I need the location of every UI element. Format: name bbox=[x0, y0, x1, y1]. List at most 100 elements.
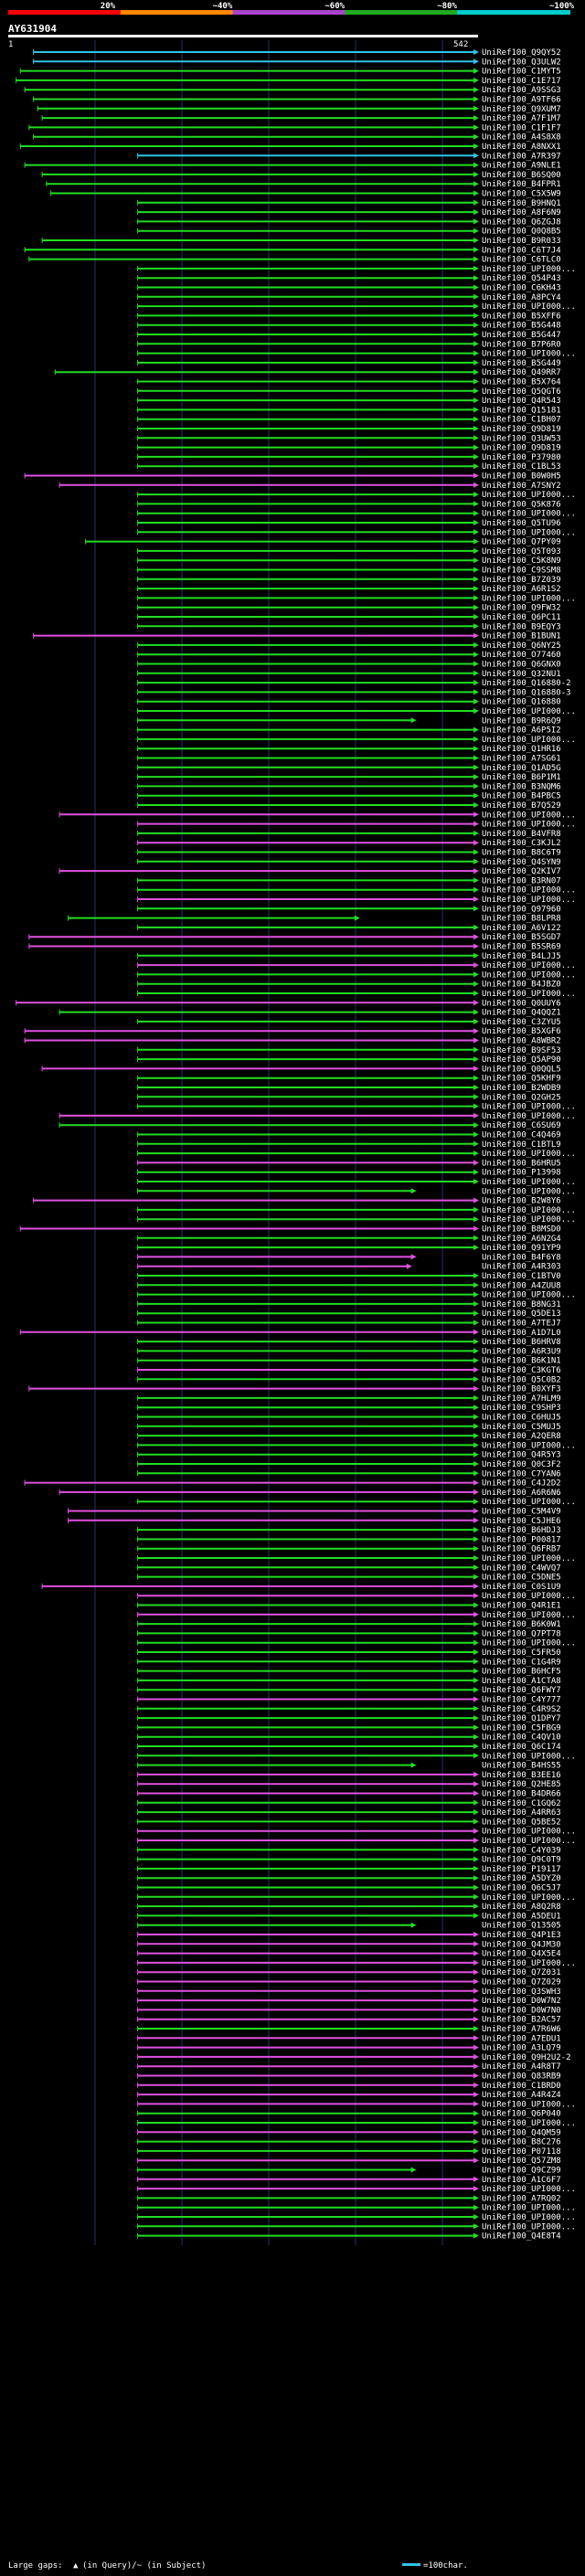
hit-row[interactable]: UniRef100_UPI000... bbox=[137, 1752, 576, 1761]
hit-label[interactable]: UniRef100_UPI000... bbox=[482, 1112, 576, 1121]
hit-label[interactable]: UniRef100_A9SSG3 bbox=[482, 86, 561, 95]
hit-label[interactable]: UniRef100_UPI000... bbox=[482, 2119, 576, 2128]
hit-row[interactable]: UniRef100_D0W7N0 bbox=[137, 2006, 561, 2015]
hit-row[interactable]: UniRef100_B5SR69 bbox=[28, 943, 561, 952]
hit-label[interactable]: UniRef100_C1BTV0 bbox=[482, 1272, 561, 1281]
hit-row[interactable]: UniRef100_UPI000... bbox=[137, 1592, 576, 1601]
hit-row[interactable]: UniRef100_Q5K876 bbox=[137, 500, 561, 509]
hit-row[interactable]: UniRef100_Q5DE13 bbox=[137, 1309, 561, 1319]
hit-row[interactable]: UniRef100_B3NQM6 bbox=[137, 782, 561, 791]
hit-label[interactable]: UniRef100_A6N2G4 bbox=[482, 1235, 561, 1244]
hit-label[interactable]: UniRef100_Q7PT78 bbox=[482, 1629, 561, 1638]
hit-row[interactable]: UniRef100_C4Q469 bbox=[137, 1131, 561, 1140]
hit-label[interactable]: UniRef100_B7Z039 bbox=[482, 576, 561, 585]
hit-row[interactable]: UniRef100_B6HRU5 bbox=[137, 1159, 561, 1168]
hit-row[interactable]: UniRef100_C6SU69 bbox=[58, 1121, 561, 1130]
hit-row[interactable]: UniRef100_UPI000... bbox=[137, 961, 576, 970]
hit-row[interactable]: UniRef100_A6R6N6 bbox=[58, 1489, 561, 1498]
hit-label[interactable]: UniRef100_B7P6R0 bbox=[482, 340, 561, 349]
hit-label[interactable]: UniRef100_A6V122 bbox=[482, 924, 561, 933]
hit-label[interactable]: UniRef100_Q16880-3 bbox=[482, 688, 571, 697]
hit-row[interactable]: UniRef100_UPI000... bbox=[137, 350, 576, 359]
hit-label[interactable]: UniRef100_B5SR69 bbox=[482, 943, 561, 952]
hit-row[interactable]: UniRef100_P07118 bbox=[137, 2147, 561, 2157]
hit-row[interactable]: UniRef100_A4ZUU8 bbox=[137, 1281, 561, 1290]
hit-row[interactable]: UniRef100_B6HDJ3 bbox=[137, 1526, 561, 1535]
hit-label[interactable]: UniRef100_B4HS55 bbox=[482, 1762, 561, 1771]
hit-row[interactable]: UniRef100_C4QV10 bbox=[137, 1733, 561, 1743]
hit-label[interactable]: UniRef100_UPI000... bbox=[482, 1592, 576, 1601]
hit-label[interactable]: UniRef100_C4Q469 bbox=[482, 1131, 561, 1140]
hit-row[interactable]: UniRef100_A2QER8 bbox=[137, 1432, 561, 1441]
hit-row[interactable]: UniRef100_A7HLM9 bbox=[137, 1394, 561, 1404]
hit-row[interactable]: UniRef100_B4PBC5 bbox=[137, 792, 561, 801]
hit-row[interactable]: UniRef100_Q4JM30 bbox=[137, 1940, 561, 1949]
hit-label[interactable]: UniRef100_B3EE16 bbox=[482, 1771, 561, 1780]
hit-row[interactable]: UniRef100_B8LPR8 bbox=[68, 915, 561, 924]
hit-row[interactable]: UniRef100_Q5T093 bbox=[137, 547, 561, 557]
hit-row[interactable]: UniRef100_Q9H2U2-2 bbox=[137, 2053, 571, 2062]
hit-label[interactable]: UniRef100_C5FBG9 bbox=[482, 1723, 561, 1733]
hit-label[interactable]: UniRef100_UPI000... bbox=[482, 821, 576, 830]
hit-label[interactable]: UniRef100_UPI000... bbox=[482, 1611, 576, 1620]
hit-row[interactable]: UniRef100_Q49RR7 bbox=[54, 368, 561, 377]
hit-row[interactable]: UniRef100_UPI000... bbox=[137, 1611, 576, 1620]
hit-label[interactable]: UniRef100_Q0UUY6 bbox=[482, 999, 561, 1008]
hit-label[interactable]: UniRef100_B4DR66 bbox=[482, 1790, 561, 1799]
hit-row[interactable]: UniRef100_B5G449 bbox=[137, 359, 561, 368]
hit-label[interactable]: UniRef100_C4QV10 bbox=[482, 1733, 561, 1743]
hit-row[interactable]: UniRef100_C4Y777 bbox=[137, 1696, 561, 1705]
hit-row[interactable]: UniRef100_Q4R5Y3 bbox=[137, 1451, 561, 1460]
hit-row[interactable]: UniRef100_Q6NY25 bbox=[137, 641, 561, 651]
hit-row[interactable]: UniRef100_B9R033 bbox=[41, 237, 561, 246]
hit-label[interactable]: UniRef100_A8F6N9 bbox=[482, 208, 561, 217]
hit-label[interactable]: UniRef100_UPI000... bbox=[482, 896, 576, 905]
hit-label[interactable]: UniRef100_UPI000... bbox=[482, 886, 576, 896]
hit-label[interactable]: UniRef100_B6HRU5 bbox=[482, 1159, 561, 1168]
hit-row[interactable]: UniRef100_C1F1F7 bbox=[28, 123, 561, 133]
hit-label[interactable]: UniRef100_B5G448 bbox=[482, 322, 561, 331]
hit-label[interactable]: UniRef100_Q4R543 bbox=[482, 397, 561, 406]
hit-label[interactable]: UniRef100_B4JBZ0 bbox=[482, 981, 561, 990]
hit-row[interactable]: UniRef100_A8Q2R8 bbox=[137, 1903, 561, 1912]
hit-row[interactable]: UniRef100_Q9XUM7 bbox=[37, 105, 561, 114]
hit-label[interactable]: UniRef100_Q3UW53 bbox=[482, 434, 561, 443]
hit-label[interactable]: UniRef100_C4Y039 bbox=[482, 1846, 561, 1855]
hit-row[interactable]: UniRef100_UPI000... bbox=[137, 265, 576, 274]
hit-row[interactable]: UniRef100_UPI000... bbox=[137, 970, 576, 980]
hit-row[interactable]: UniRef100_UPI000... bbox=[137, 491, 576, 500]
hit-label[interactable]: UniRef100_B7Q529 bbox=[482, 801, 561, 811]
hit-label[interactable]: UniRef100_B2WDB9 bbox=[482, 1084, 561, 1093]
hit-label[interactable]: UniRef100_UPI000... bbox=[482, 970, 576, 980]
hit-row[interactable]: UniRef100_Q7Z029 bbox=[137, 1978, 561, 1988]
hit-label[interactable]: UniRef100_A8NXX1 bbox=[482, 143, 561, 152]
hit-row[interactable]: UniRef100_B8MSD0 bbox=[19, 1225, 561, 1235]
hit-row[interactable]: UniRef100_B6P1M1 bbox=[137, 773, 561, 782]
hit-label[interactable]: UniRef100_C3KJL2 bbox=[482, 839, 561, 848]
hit-row[interactable]: UniRef100_Q7PY09 bbox=[85, 538, 561, 547]
hit-label[interactable]: UniRef100_A6R3U9 bbox=[482, 1347, 561, 1356]
hit-label[interactable]: UniRef100_Q7PY09 bbox=[482, 538, 561, 547]
hit-label[interactable]: UniRef100_UPI000... bbox=[482, 1639, 576, 1648]
hit-label[interactable]: UniRef100_Q3SWH3 bbox=[482, 1988, 561, 1997]
hit-label[interactable]: UniRef100_B5X764 bbox=[482, 378, 561, 387]
hit-row[interactable]: UniRef100_C1BTV0 bbox=[137, 1272, 561, 1281]
hit-label[interactable]: UniRef100_Q16880 bbox=[482, 698, 561, 707]
hit-row[interactable]: UniRef100_Q2GH25 bbox=[137, 1093, 561, 1102]
hit-label[interactable]: UniRef100_Q2HE85 bbox=[482, 1780, 561, 1789]
hit-row[interactable]: UniRef100_P00817 bbox=[137, 1535, 561, 1544]
hit-label[interactable]: UniRef100_UPI000... bbox=[482, 1498, 576, 1507]
hit-label[interactable]: UniRef100_UPI000... bbox=[482, 1103, 576, 1112]
hit-label[interactable]: UniRef100_UPI000... bbox=[482, 736, 576, 745]
hit-label[interactable]: UniRef100_B5XFF6 bbox=[482, 312, 561, 321]
hit-label[interactable]: UniRef100_Q9C0T9 bbox=[482, 1856, 561, 1865]
hit-row[interactable]: UniRef100_D0W7N2 bbox=[137, 1997, 561, 2006]
hit-row[interactable]: UniRef100_A5DYZ0 bbox=[137, 1874, 561, 1883]
hit-label[interactable]: UniRef100_C3KGT6 bbox=[482, 1366, 561, 1375]
hit-label[interactable]: UniRef100_A7R397 bbox=[482, 152, 561, 161]
hit-label[interactable]: UniRef100_Q6NY25 bbox=[482, 641, 561, 651]
hit-row[interactable]: UniRef100_Q4SYN9 bbox=[137, 858, 561, 867]
hit-label[interactable]: UniRef100_Q6PC11 bbox=[482, 613, 561, 622]
hit-label[interactable]: UniRef100_B4LJJ5 bbox=[482, 952, 561, 961]
hit-row[interactable]: UniRef100_UPI000... bbox=[137, 2185, 576, 2194]
